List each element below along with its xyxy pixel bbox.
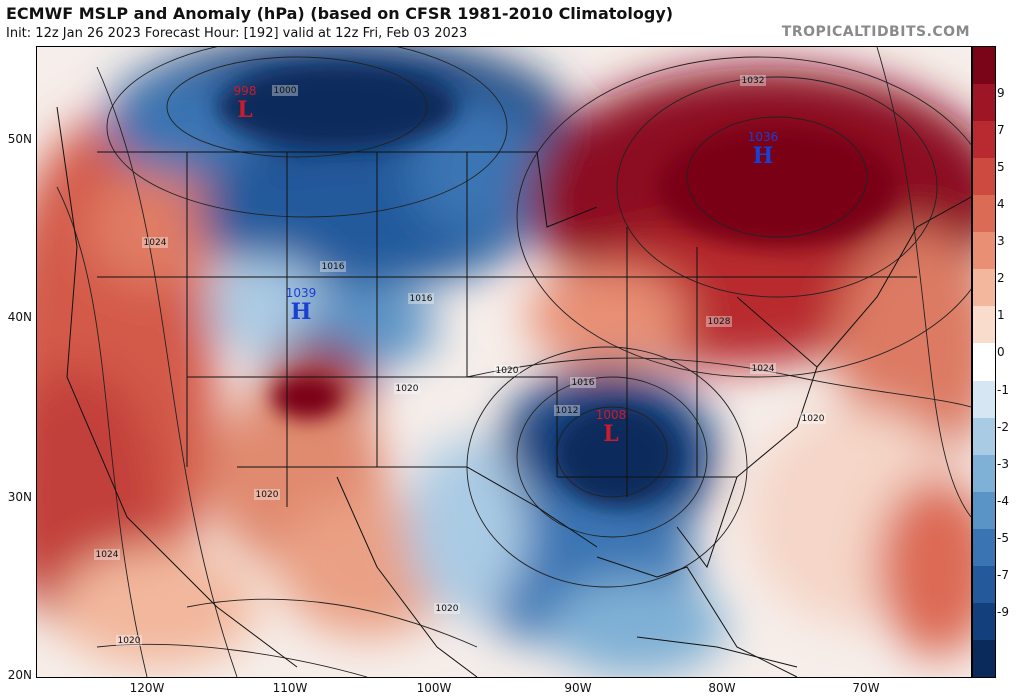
- map-panel: 998 L 1036 H 1039 H 1008 L 1000 1024 1016 1016 1028…: [36, 46, 972, 678]
- lon-label: 100W: [416, 681, 452, 695]
- isobar-label-bg: [94, 549, 120, 560]
- anomaly-detail: [217, 67, 897, 507]
- isobar-label-bg: [408, 293, 434, 304]
- isobar-lines: [56, 47, 971, 677]
- colorbar-segment: [973, 343, 995, 382]
- isobar-label: 1024: [752, 364, 775, 374]
- high-pressure-letter: H: [753, 143, 774, 169]
- colorbar-label: 0: [997, 345, 1005, 360]
- colorbar-segment: [973, 84, 995, 122]
- colorbar-segment: [973, 602, 995, 641]
- pressure-center-value: 998: [234, 84, 257, 98]
- isobar-label: 1020: [496, 366, 519, 376]
- lat-label: 50N: [7, 132, 32, 146]
- colorbar-segment: [973, 121, 995, 159]
- isobar-label-bg: [570, 377, 596, 388]
- isobar-labels: 1000 1024 1016 1016 1028 1024 1020 1020 1016 1012…: [94, 75, 826, 646]
- colorbar-segment: [973, 232, 995, 270]
- pressure-center-value: 1039: [286, 286, 317, 300]
- isobar-label-bg: [272, 85, 298, 96]
- isobar-label-bg: [320, 261, 346, 272]
- isobar-label: 1024: [96, 550, 119, 560]
- lon-label: 70W: [852, 681, 880, 695]
- isobar-label: 1020: [396, 384, 419, 394]
- colorbar-segment: [973, 306, 995, 344]
- colorbar-label: -2: [997, 419, 1009, 434]
- isobar-label: 1020: [256, 490, 279, 500]
- colorbar-segment: [973, 491, 995, 530]
- isobar-label-bg: [254, 489, 280, 500]
- isobar-label: 1016: [410, 294, 433, 304]
- colorbar-label: -7: [997, 567, 1009, 582]
- colorbar-segment: [973, 565, 995, 604]
- isobar-label-bg: [116, 635, 142, 646]
- lon-label: 110W: [272, 681, 308, 695]
- isobar-label-bg: [554, 405, 580, 416]
- colorbar-label: 2: [997, 271, 1005, 286]
- colorbar-segment: [973, 158, 995, 196]
- isobar-label-bg: [740, 75, 766, 86]
- low-pressure-letter: L: [603, 421, 618, 447]
- isobar-label: 1032: [742, 76, 765, 86]
- isobar-label: 1016: [322, 262, 345, 272]
- colorbar-label: 4: [997, 197, 1005, 212]
- isobar-label-bg: [142, 237, 168, 248]
- boundaries: [56, 106, 971, 677]
- isobar-label: 1016: [572, 378, 595, 388]
- colorbar-segment: [973, 454, 995, 493]
- colorbar-segment: [973, 195, 995, 233]
- pressure-center-value: 1036: [748, 130, 779, 144]
- colorbar-label: -1: [997, 382, 1009, 397]
- isobar-label: 1020: [436, 604, 459, 614]
- colorbar-label: 3: [997, 234, 1005, 249]
- isobar-label-bg: [494, 365, 520, 376]
- lat-label: 20N: [7, 668, 32, 682]
- lon-label: 120W: [129, 681, 165, 695]
- colorbar-label: -3: [997, 456, 1009, 471]
- lon-label: 80W: [708, 681, 736, 695]
- brand-watermark: TROPICALTIDBITS.COM: [781, 24, 970, 40]
- colorbar-label: -9: [997, 604, 1009, 619]
- isobar-label: 1024: [144, 238, 167, 248]
- lat-label: 30N: [7, 490, 32, 504]
- colorbar-segment: [973, 417, 995, 456]
- low-pressure-letter: L: [237, 97, 252, 123]
- isobar-label-bg: [394, 383, 420, 394]
- pressure-center-value: 1008: [596, 408, 627, 422]
- colorbar-label: -4: [997, 493, 1009, 508]
- lon-label: 90W: [564, 681, 592, 695]
- colorbar-label: 7: [997, 123, 1005, 138]
- anomaly-fill: [37, 47, 971, 677]
- colorbar-segment: [973, 269, 995, 307]
- isobar-label: 1020: [118, 636, 141, 646]
- colorbar-label: 9: [997, 86, 1005, 101]
- colorbar-label: -5: [997, 530, 1009, 545]
- forecast-subtitle: Init: 12z Jan 26 2023 Forecast Hour: [19…: [6, 26, 468, 41]
- colorbar-segment: [973, 380, 995, 419]
- colorbar: [972, 46, 996, 678]
- isobar-label-bg: [434, 603, 460, 614]
- isobar-label-bg: [706, 316, 732, 327]
- chart-title: ECMWF MSLP and Anomaly (hPa) (based on C…: [6, 4, 674, 23]
- colorbar-label: 1: [997, 308, 1005, 323]
- isobar-label: 1028: [708, 317, 731, 327]
- isobar-label-bg: [800, 413, 826, 424]
- isobar-label: 1020: [802, 414, 825, 424]
- isobar-label-bg: [750, 363, 776, 374]
- colorbar-segment: [973, 528, 995, 567]
- colorbar-segment: [973, 639, 995, 678]
- lat-label: 40N: [7, 310, 32, 324]
- colorbar-label: 5: [997, 160, 1005, 175]
- isobar-label: 1000: [274, 86, 297, 96]
- isobar-label: 1012: [556, 406, 579, 416]
- colorbar-segment: [973, 47, 995, 85]
- high-pressure-letter: H: [291, 299, 312, 325]
